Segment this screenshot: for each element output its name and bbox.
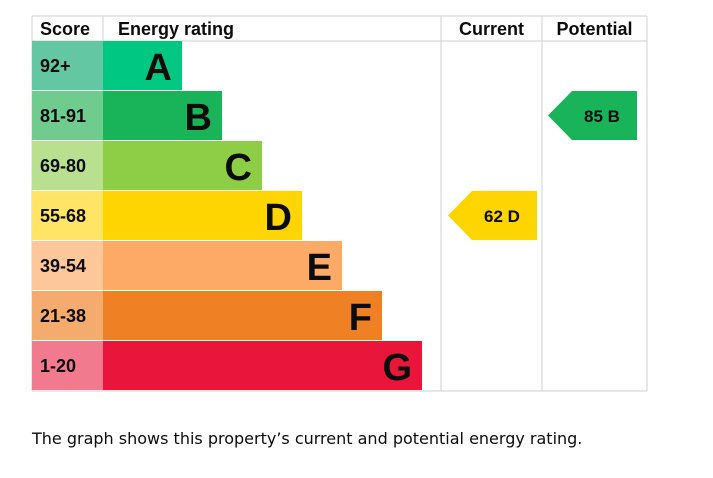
score-cell-G xyxy=(32,341,103,390)
rating-letter-G: G xyxy=(382,347,412,389)
rating-letter-A: A xyxy=(145,47,172,89)
rating-bar-C xyxy=(103,141,262,190)
score-cell-B xyxy=(32,91,103,140)
score-range-A: 92+ xyxy=(40,56,71,76)
score-cell-F xyxy=(32,291,103,340)
score-range-F: 21-38 xyxy=(40,306,86,326)
potential-rating-label: 85 B xyxy=(584,107,620,126)
score-cell-E xyxy=(32,241,103,290)
potential-rating-arrow xyxy=(548,91,637,140)
score-cell-A xyxy=(32,41,103,90)
score-cell-C xyxy=(32,141,103,190)
rating-bar-E xyxy=(103,241,342,290)
score-range-D: 55-68 xyxy=(40,206,86,226)
rating-bar-D xyxy=(103,191,302,240)
rating-letter-E: E xyxy=(307,247,332,289)
rating-bar-F xyxy=(103,291,382,340)
score-cell-D xyxy=(32,191,103,240)
rating-bar-A xyxy=(103,41,182,90)
header-potential: Potential xyxy=(556,19,632,39)
score-range-E: 39-54 xyxy=(40,256,86,276)
header-current: Current xyxy=(459,19,524,39)
rating-bar-B xyxy=(103,91,222,140)
score-range-G: 1-20 xyxy=(40,356,76,376)
rating-letter-F: F xyxy=(349,297,372,339)
header-energy-rating: Energy rating xyxy=(118,19,234,39)
rating-letter-B: B xyxy=(185,97,212,139)
current-rating-label: 62 D xyxy=(484,207,520,226)
energy-rating-chart: Score Energy rating Current Potential 92+ A 81… xyxy=(31,15,648,392)
score-range-C: 69-80 xyxy=(40,156,86,176)
score-range-B: 81-91 xyxy=(40,106,86,126)
header-score: Score xyxy=(40,19,90,39)
current-rating-arrow xyxy=(448,191,537,240)
rating-letter-C: C xyxy=(225,147,252,189)
chart-caption: The graph shows this property’s current … xyxy=(32,429,583,448)
rating-bar-G xyxy=(103,341,422,390)
rating-letter-D: D xyxy=(265,197,292,239)
